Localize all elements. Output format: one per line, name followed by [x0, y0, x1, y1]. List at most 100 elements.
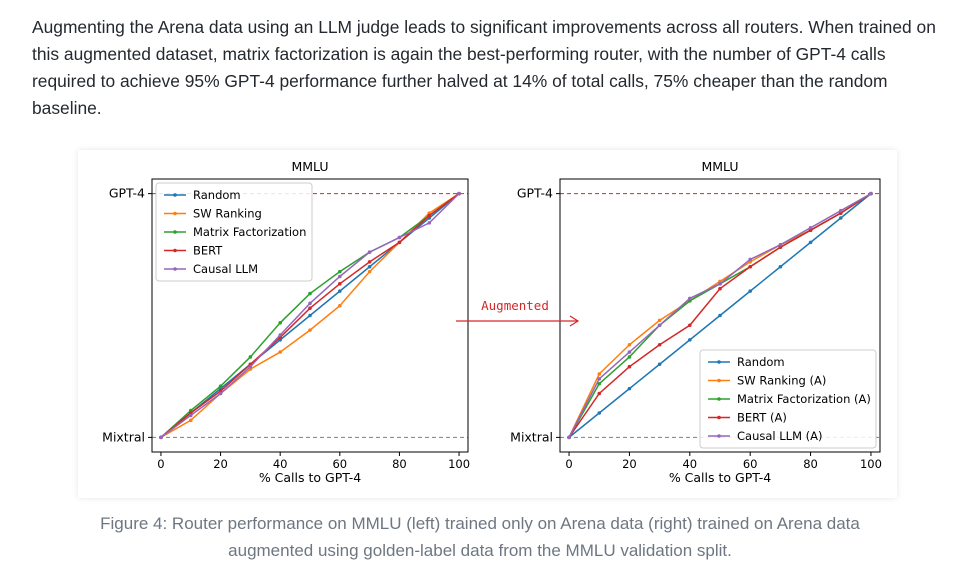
- data-point-bert: [748, 264, 752, 269]
- data-point-random: [597, 411, 602, 415]
- data-point-random: [808, 240, 813, 245]
- plot-frame: [559, 178, 881, 453]
- data-point-causal: [457, 191, 461, 196]
- legend-entry-label: BERT: [193, 244, 223, 258]
- data-point-causal: [248, 364, 253, 369]
- plot-frame: [151, 178, 469, 453]
- data-point-causal: [159, 435, 163, 440]
- data-point-causal: [397, 235, 402, 240]
- x-tick-label: 20: [213, 457, 228, 471]
- legend-box: [699, 349, 877, 449]
- data-point-causal: [427, 221, 432, 225]
- x-tick-label: 0: [157, 457, 164, 471]
- data-point-mf: [248, 355, 253, 359]
- data-point-sw: [278, 350, 282, 354]
- data-point-bert: [367, 260, 372, 264]
- data-point-random: [688, 338, 692, 342]
- legend: Random SW Ranking Matrix Factorization BERT…: [155, 182, 313, 282]
- data-point-bert: [597, 391, 602, 396]
- data-point-causal: [748, 257, 752, 262]
- data-point-causal: [869, 191, 873, 196]
- data-point-random: [338, 289, 342, 293]
- data-point-causal: [627, 350, 632, 354]
- legend-marker-sw: [173, 211, 177, 216]
- data-point-bert: [338, 282, 342, 286]
- data-point-random: [367, 264, 372, 269]
- data-point-random: [778, 264, 783, 269]
- chart-right: MMLU 0 20 40 60 80 100 % Calls to GPT-4 Mixtral G…: [510, 159, 882, 485]
- legend-entry-label: Causal LLM (A): [737, 429, 823, 443]
- data-point-random: [657, 362, 662, 367]
- data-point-causal: [338, 274, 342, 279]
- data-point-causal: [367, 250, 372, 254]
- data-point-sw: [367, 269, 372, 274]
- data-point-sw: [627, 342, 632, 347]
- data-point-causal: [718, 282, 722, 286]
- x-tick-label: 20: [622, 457, 637, 471]
- legend-entry-label: Causal LLM: [193, 262, 258, 276]
- caption-line-2: augmented using golden-label data from t…: [228, 541, 732, 560]
- x-tick-label: 40: [682, 457, 697, 471]
- data-point-random: [308, 313, 312, 318]
- caption-line-1: Figure 4: Router performance on MMLU (le…: [100, 514, 860, 533]
- body-paragraph: Augmenting the Arena data using an LLM j…: [32, 17, 936, 118]
- legend-marker-causal: [717, 434, 721, 438]
- legend-marker-mf: [173, 230, 177, 234]
- augmented-arrow: Augmented: [456, 298, 580, 327]
- data-point-bert: [718, 286, 722, 291]
- data-point-random: [627, 386, 632, 391]
- data-point-causal: [688, 296, 692, 301]
- x-tick-label: 40: [273, 457, 288, 471]
- data-point-bert: [308, 306, 312, 310]
- legend-entry-label: SW Ranking: [193, 207, 262, 221]
- data-point-random: [748, 289, 752, 293]
- x-tick-label: 60: [743, 457, 758, 471]
- figure: MMLU 0 20 40 60 80 100 % Calls to GPT-4 Mixtral G…: [78, 150, 897, 498]
- data-point-sw: [308, 328, 312, 332]
- x-tick-label: 80: [803, 457, 818, 471]
- arrow-head: [569, 315, 580, 327]
- y-tick-label: GPT-4: [517, 186, 553, 201]
- x-tick-label: 100: [448, 457, 470, 471]
- arrow-label: Augmented: [481, 298, 549, 313]
- data-point-mf: [218, 384, 223, 388]
- figure-caption: Figure 4: Router performance on MMLU (le…: [40, 510, 920, 564]
- data-point-causal: [657, 323, 662, 328]
- x-tick-label: 0: [565, 457, 572, 471]
- data-point-sw: [188, 418, 193, 423]
- data-point-causal: [188, 413, 193, 418]
- data-point-sw: [338, 303, 342, 308]
- data-point-causal: [597, 377, 602, 381]
- data-point-causal: [278, 333, 282, 337]
- legend-marker-causal: [173, 267, 177, 271]
- chart-left: MMLU 0 20 40 60 80 100 % Calls to GPT-4 Mixtral G…: [102, 159, 470, 485]
- chart-title: MMLU: [701, 159, 738, 174]
- legend-marker-random: [173, 193, 177, 197]
- data-point-causal: [808, 225, 813, 230]
- data-point-bert: [427, 213, 432, 218]
- data-point-causal: [567, 435, 571, 440]
- data-point-mf: [597, 381, 602, 386]
- data-point-sw: [657, 318, 662, 323]
- legend-entry-label: SW Ranking (A): [737, 374, 826, 388]
- x-axis-label: % Calls to GPT-4: [259, 470, 361, 485]
- x-axis-label: % Calls to GPT-4: [669, 470, 771, 485]
- chart-title: MMLU: [291, 159, 328, 174]
- data-point-causal: [218, 391, 223, 396]
- legend-marker-bert: [173, 248, 177, 253]
- data-point-random: [838, 216, 843, 220]
- legend-entry-label: BERT (A): [737, 411, 787, 425]
- data-point-bert: [627, 364, 632, 369]
- x-tick-label: 100: [860, 457, 882, 471]
- figure-svg: MMLU 0 20 40 60 80 100 % Calls to GPT-4 Mixtral G…: [102, 159, 882, 485]
- legend-box: [155, 182, 313, 282]
- y-tick-label: GPT-4: [109, 186, 145, 201]
- legend-entry-label: Matrix Factorization: [193, 225, 306, 239]
- legend-entry-label: Random: [737, 355, 785, 369]
- data-point-mf: [308, 291, 312, 296]
- data-point-bert: [688, 323, 692, 328]
- x-tick-label: 80: [392, 457, 407, 471]
- legend: Random SW Ranking (A) Matrix Factorization…: [699, 349, 877, 449]
- legend-marker-bert: [717, 415, 721, 420]
- data-point-causal: [778, 243, 783, 247]
